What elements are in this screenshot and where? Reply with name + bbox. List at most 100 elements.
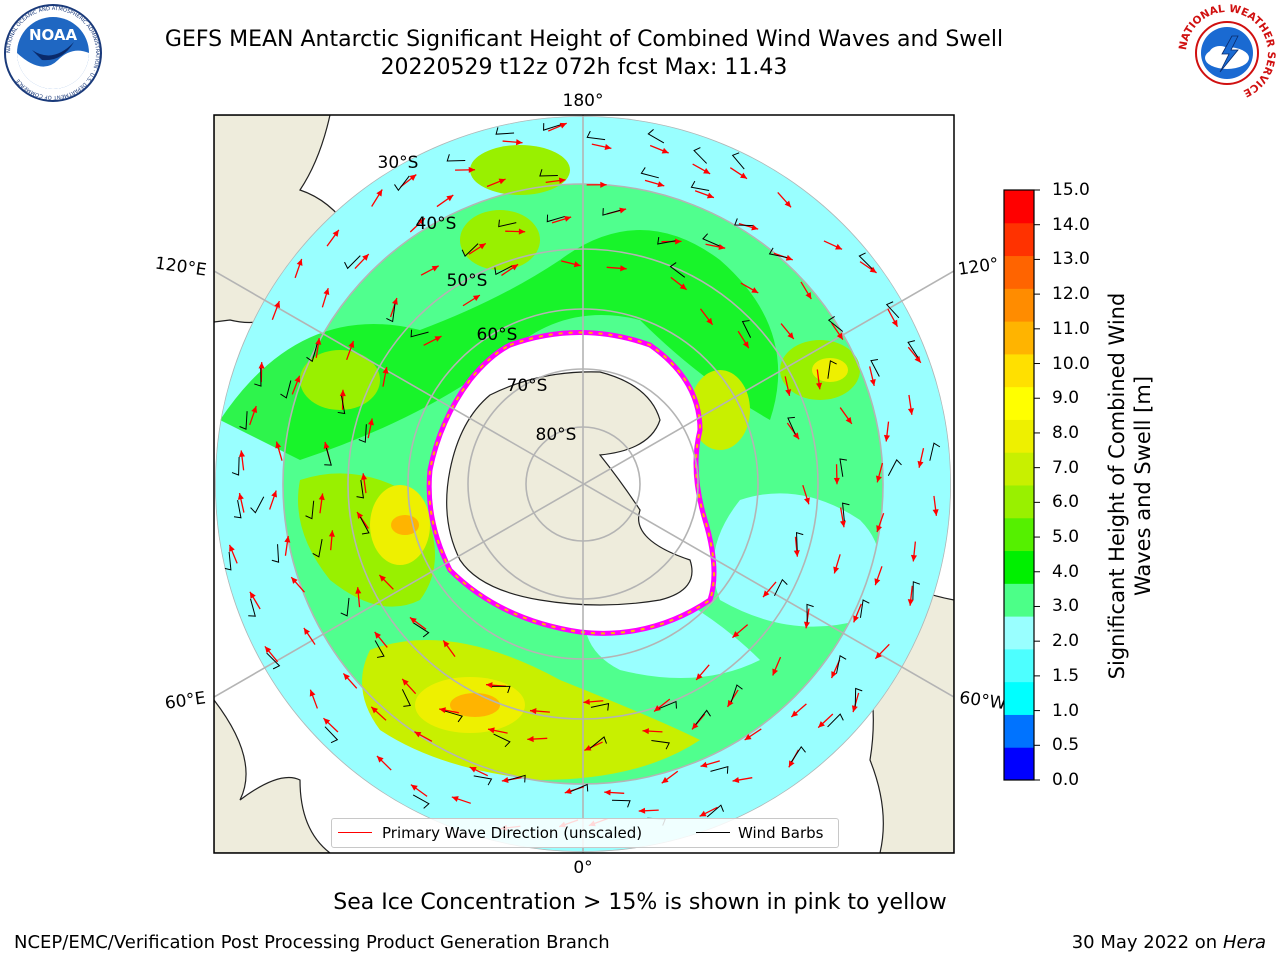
colorbar-segment (1004, 255, 1034, 289)
wave-direction-arrowhead (851, 705, 858, 713)
wind-barb (839, 458, 847, 477)
wave-direction-arrowhead (558, 177, 566, 184)
wind-barb (359, 516, 370, 535)
chart-title: GEFS MEAN Antarctic Significant Height o… (164, 27, 1004, 52)
colorbar-tick-label: 15.0 (1052, 180, 1090, 200)
wave-direction-arrowhead (431, 265, 439, 272)
wave-direction-arrowhead (367, 418, 374, 426)
wave-direction-arrowhead (498, 178, 506, 185)
colorbar-segment (1004, 681, 1034, 715)
wave-direction-arrowhead (564, 215, 572, 222)
wave-direction-arrowhead (564, 788, 572, 794)
wind-barb (254, 368, 262, 387)
wave-direction-arrowhead (583, 698, 590, 705)
wind-barb (461, 243, 479, 257)
wave-direction-arrowhead (486, 682, 493, 689)
wind-barb (493, 733, 511, 748)
wave-direction-arrowhead (772, 668, 778, 676)
wave-direction-arrowhead (418, 218, 425, 225)
colorbar-tick-label: 3.0 (1052, 596, 1080, 617)
wave-direction-arrowhead (382, 366, 389, 374)
wave-direction-arrowhead (237, 493, 244, 500)
wave-direction-arrowhead (487, 727, 495, 734)
wind-barb (410, 329, 429, 338)
wind-barb (231, 457, 240, 476)
lat-label-80s: 80°S (536, 425, 577, 445)
wind-barb (271, 544, 280, 563)
date-text: 30 May 2022 on (1071, 932, 1218, 953)
wind-barb (730, 684, 743, 703)
wind-barb (337, 395, 346, 415)
wave-direction-arrowhead (600, 181, 607, 188)
wave-direction-arrowhead (803, 621, 810, 629)
wind-barb (413, 622, 430, 638)
wind-barb (647, 128, 665, 144)
wave-direction-arrowhead (751, 287, 759, 293)
wave-direction-arrowhead (620, 265, 627, 272)
wave-direction-arrowhead (238, 450, 245, 458)
colorbar-segment (1004, 419, 1034, 453)
wind-barb (444, 710, 463, 723)
colorbar-tick-label: 11.0 (1052, 318, 1090, 339)
wave-direction-arrowhead (785, 254, 793, 261)
wind-barb (640, 167, 659, 179)
wind-barb (827, 316, 844, 332)
wave-direction-arrowhead (258, 362, 265, 369)
wave-direction-arrowhead (451, 796, 459, 802)
colorbar-tick-label: 9.0 (1052, 388, 1080, 409)
wind-barb (233, 500, 242, 519)
wind-barb (250, 496, 265, 514)
wave-direction-arrowhead (910, 554, 917, 562)
lat-label-60s: 60°S (477, 325, 518, 345)
antarctica-land (446, 371, 693, 606)
chart-subtitle: 20220529 t12z 072h fcst Max: 11.43 (380, 55, 788, 80)
wave-direction-arrowhead (374, 631, 381, 639)
colorbar-segment (1004, 616, 1034, 650)
wave-direction-arrowhead (323, 718, 331, 725)
wave-direction-arrowhead (291, 577, 298, 584)
wind-barb (223, 551, 232, 571)
colorbar-segment (1004, 714, 1034, 748)
wave-direction-arrowhead (294, 375, 301, 383)
wave-direction-arrowhead (604, 789, 611, 796)
wave-direction-arrowhead (869, 266, 877, 273)
colorbar-frame (1003, 189, 1035, 781)
wave-direction-arrowhead (692, 722, 699, 730)
wind-barb (386, 303, 396, 323)
wave-direction-arrowhead (805, 292, 812, 300)
meridian-graticule (214, 115, 954, 853)
wave-direction-arrowhead (784, 200, 792, 208)
wave-direction-arrowhead (638, 807, 646, 814)
system-name: Hera (1222, 932, 1266, 953)
map-frame (213, 114, 955, 854)
wave-direction-arrowhead (249, 591, 256, 599)
wind-barb (929, 442, 941, 461)
wind-barb (702, 233, 720, 247)
lat-label-50s: 50°S (447, 271, 488, 291)
wave-direction-arrowhead (275, 441, 282, 449)
wave-direction-arrowhead (833, 566, 840, 574)
noaa-logo: NOAA NATIONAL OCEANIC AND ATMOSPHERIC AD… (4, 4, 102, 102)
wave-direction-arrowhead (853, 615, 859, 623)
wind-barb (498, 219, 517, 228)
wave-direction-legend-label: Primary Wave Direction (unscaled) (382, 824, 643, 842)
wave-direction-arrowhead (323, 288, 330, 296)
wave-direction-arrowhead (818, 721, 825, 728)
wind-barb (602, 208, 621, 216)
wind-barb (741, 320, 752, 338)
wave-direction-arrowhead (271, 490, 278, 498)
wave-direction-arrowhead (379, 575, 386, 582)
wind-barb (706, 804, 724, 818)
colorbar-tick-label: 7.0 (1052, 457, 1080, 478)
colorbar-segment (1004, 386, 1034, 420)
lon-label-60w: 60°W (958, 688, 1007, 714)
wind-barb (507, 774, 526, 783)
lat-label-70s: 70°S (507, 376, 548, 396)
wave-direction-arrowhead (661, 147, 669, 154)
colorbar-tick-label: 4.0 (1052, 561, 1080, 582)
wind-barb (657, 236, 676, 245)
wave-direction-arrowhead (791, 710, 799, 717)
wave-direction-arrowhead (785, 389, 792, 396)
wind-barb (374, 640, 385, 658)
